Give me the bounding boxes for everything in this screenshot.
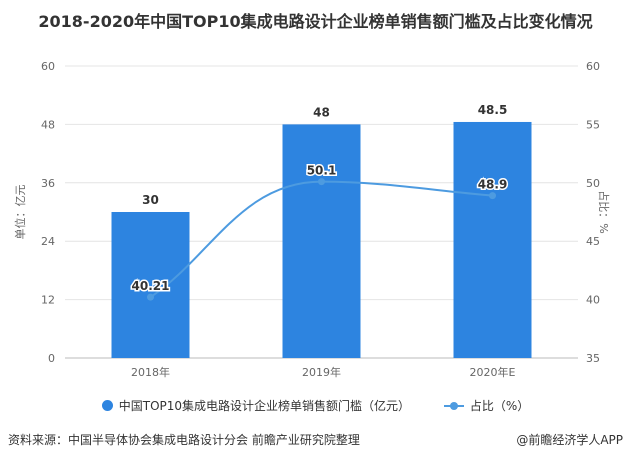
bar — [453, 121, 532, 358]
y-tick-label: 60 — [41, 60, 55, 73]
y2-axis-label: 占比：% — [597, 190, 611, 233]
line-point — [318, 178, 325, 186]
x-tick-label: 2020年E — [470, 365, 516, 379]
credit: @前瞻经济学人APP — [516, 433, 623, 447]
line-data-label: 48.9 — [478, 178, 508, 192]
y2-tick-label: 55 — [586, 118, 600, 131]
chart-svg: 0 35 12 40 24 45 36 50 48 55 60 60 单位：亿元 占比：% 30 2018年 4… — [13, 60, 611, 379]
legend-bar-swatch — [101, 400, 113, 411]
line-point — [147, 293, 154, 301]
y2-tick-label: 50 — [586, 177, 600, 190]
line-data-label: 40.21 — [132, 279, 170, 293]
bar-data-label: 30 — [142, 193, 159, 207]
y2-tick-label: 35 — [586, 352, 600, 365]
x-tick-label: 2018年 — [131, 365, 170, 379]
chart-title: 2018-2020年中国TOP10集成电路设计企业榜单销售额门槛及占比变化情况 — [38, 12, 593, 31]
line-data-label: 50.1 — [307, 164, 337, 178]
bar — [111, 212, 190, 358]
bar — [282, 124, 361, 359]
y-axis-label: 单位：亿元 — [13, 185, 27, 240]
legend-bar-label: 中国TOP10集成电路设计企业榜单销售额门槛（亿元） — [118, 399, 411, 413]
y-tick-label: 24 — [41, 235, 55, 248]
y2-tick-label: 60 — [586, 60, 600, 73]
source-note: 资料来源：中国半导体协会集成电路设计分会 前瞻产业研究院整理 — [8, 433, 360, 447]
y-tick-label: 36 — [41, 177, 55, 190]
line-point — [489, 192, 496, 200]
y-tick-label: 48 — [41, 118, 55, 131]
bar-data-label: 48 — [313, 105, 330, 119]
y-tick-label: 0 — [48, 352, 55, 365]
bar-data-label: 48.5 — [478, 103, 508, 117]
legend-line-swatch — [443, 401, 464, 410]
legend: 中国TOP10集成电路设计企业榜单销售额门槛（亿元） 占比（%） — [0, 397, 631, 414]
x-tick-label: 2019年 — [302, 365, 341, 379]
y2-tick-label: 40 — [586, 294, 600, 307]
y-tick-label: 12 — [41, 294, 55, 307]
y2-tick-label: 45 — [586, 235, 600, 248]
legend-line-label: 占比（%） — [469, 399, 530, 413]
